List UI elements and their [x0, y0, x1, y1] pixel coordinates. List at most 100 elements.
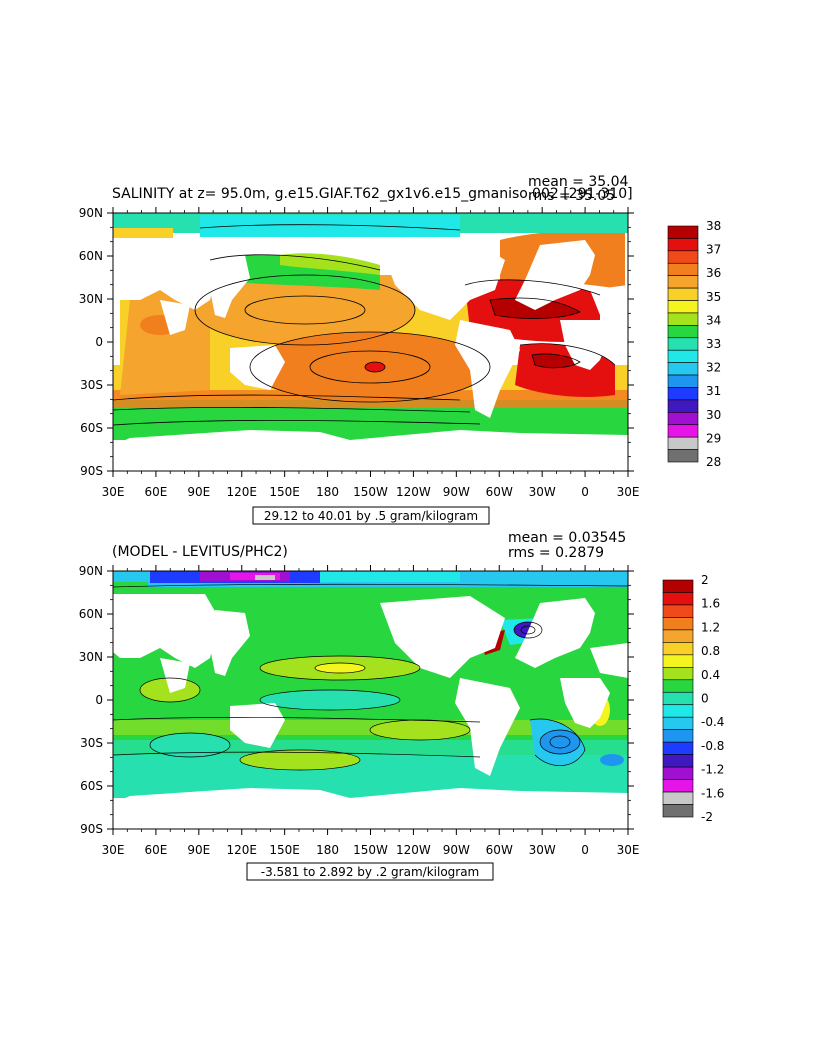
colorbar-swatch	[667, 337, 699, 351]
colorbar-label: 38	[706, 219, 721, 233]
x-tick-label: 90E	[187, 485, 210, 499]
salinity-range-label: 29.12 to 40.01 by .5 gram/kilogram	[264, 509, 478, 523]
y-tick-label: 30S	[80, 736, 103, 750]
x-tick-label: 0	[581, 843, 589, 857]
colorbar-swatch	[667, 374, 699, 388]
region-south-pacific-core	[365, 362, 385, 372]
colorbar-swatch	[667, 412, 699, 426]
colorbar-label: 34	[706, 313, 721, 327]
colorbar-label: 1.2	[701, 620, 720, 634]
x-tick-label: 60E	[144, 843, 167, 857]
x-tick-label: 30E	[617, 485, 640, 499]
y-tick-label: 60N	[79, 607, 103, 621]
anomaly-range-label: -3.581 to 2.892 by .2 gram/kilogram	[261, 865, 480, 879]
colorbar-swatch	[667, 300, 699, 314]
x-tick-label: 60W	[486, 485, 513, 499]
x-tick-label: 120E	[227, 485, 258, 499]
colorbar-swatch	[662, 716, 694, 730]
colorbar-swatch	[662, 667, 694, 681]
colorbar-label: 2	[701, 573, 709, 587]
y-tick-label: 0	[95, 693, 103, 707]
x-tick-label: 60W	[486, 843, 513, 857]
x-tick-label: 180	[316, 485, 339, 499]
x-tick-label: 30E	[102, 485, 125, 499]
colorbar-swatch	[667, 362, 699, 376]
colorbar-label: 28	[706, 455, 721, 469]
colorbar-swatch	[662, 791, 694, 805]
colorbar-label: 37	[706, 243, 721, 257]
colorbar-label: 32	[706, 361, 721, 375]
anomaly-x-ticks: 30E 60E 90E 120E 150E 180 150W 120W 90W 60W 30W 0 30…	[102, 565, 640, 857]
region-subtropical-pacific	[315, 663, 365, 673]
colorbar-swatch	[667, 436, 699, 450]
colorbar-label: -1.2	[701, 763, 724, 777]
colorbar-swatch	[662, 579, 694, 593]
colorbar-label: 35	[706, 290, 721, 304]
colorbar-label: 36	[706, 266, 721, 280]
y-tick-label: 90S	[80, 822, 103, 836]
colorbar-swatch	[662, 741, 694, 755]
x-tick-label: 180	[316, 843, 339, 857]
y-tick-label: 30N	[79, 292, 103, 306]
colorbar-swatch	[662, 629, 694, 643]
anomaly-title: (MODEL - LEVITUS/PHC2)	[112, 544, 288, 560]
colorbar-swatch	[662, 679, 694, 693]
anomaly-range-box	[246, 862, 494, 881]
colorbar-swatch	[662, 654, 694, 668]
colorbar-swatch	[667, 349, 699, 363]
colorbar-label: -2	[701, 810, 713, 824]
x-tick-label: 90W	[443, 485, 470, 499]
colorbar-swatch	[667, 262, 699, 276]
colorbar-swatch	[667, 449, 699, 463]
colorbar-swatch	[667, 287, 699, 301]
salinity-panel: mean = 35.04 SALINITY at z= 95.0m, g.e15…	[79, 174, 721, 525]
colorbar-swatch	[662, 729, 694, 743]
salinity-rms: rms = 35.05	[528, 188, 615, 204]
x-tick-label: 60E	[144, 485, 167, 499]
x-tick-label: 150E	[269, 843, 300, 857]
x-tick-label: 120W	[396, 485, 431, 499]
anomaly-colorbar: 2 1.6 1.2 0.8 0.4 0 -0.4 -0.8 -1.2 -1.6 -2	[662, 573, 724, 824]
colorbar-label: 30	[706, 408, 721, 422]
colorbar-swatch	[667, 387, 699, 401]
colorbar-swatch	[667, 250, 699, 264]
x-tick-label: 150W	[353, 485, 388, 499]
x-tick-label: 150W	[353, 843, 388, 857]
x-tick-label: 30E	[617, 843, 640, 857]
x-tick-label: 30E	[102, 843, 125, 857]
x-tick-label: 0	[581, 485, 589, 499]
region-subtropical-north-pacific	[195, 275, 415, 345]
y-tick-label: 90N	[79, 564, 103, 578]
colorbar-swatch	[667, 238, 699, 252]
salinity-x-ticks: 30E 60E 90E 120E 150E 180 150W 120W 90W 60W 30W 0 30…	[102, 207, 640, 499]
salinity-colorbar: 38 37 36 35 34 33 32 31 30 29 28	[667, 219, 721, 469]
colorbar-swatch	[662, 617, 694, 631]
anomaly-mean: mean = 0.03545	[508, 530, 626, 546]
colorbar-swatch	[667, 424, 699, 438]
colorbar-label: -0.8	[701, 739, 724, 753]
colorbar-swatch	[667, 312, 699, 326]
x-tick-label: 150E	[269, 485, 300, 499]
salinity-y-ticks: 90N 60N 30N 0 30S 60S 90S	[79, 206, 634, 478]
y-tick-label: 60N	[79, 249, 103, 263]
anomaly-map	[113, 571, 628, 829]
colorbar-label: 0.4	[701, 668, 720, 682]
y-tick-label: 60S	[80, 421, 103, 435]
anomaly-panel: mean = 0.03545 (MODEL - LEVITUS/PHC2) rm…	[79, 530, 724, 881]
colorbar-swatch	[667, 325, 699, 339]
colorbar-swatch	[662, 704, 694, 718]
y-tick-label: 30N	[79, 650, 103, 664]
colorbar-label: 29	[706, 431, 721, 445]
colorbar-swatch	[662, 754, 694, 768]
colorbar-label: 33	[706, 337, 721, 351]
x-tick-label: 90W	[443, 843, 470, 857]
x-tick-label: 120W	[396, 843, 431, 857]
colorbar-swatch	[662, 804, 694, 818]
colorbar-label: -1.6	[701, 786, 724, 800]
colorbar-swatch	[662, 604, 694, 618]
colorbar-swatch	[667, 399, 699, 413]
anomaly-y-ticks: 90N 60N 30N 0 30S 60S 90S	[79, 564, 634, 836]
salinity-range-box	[252, 506, 490, 525]
colorbar-swatch	[662, 779, 694, 793]
